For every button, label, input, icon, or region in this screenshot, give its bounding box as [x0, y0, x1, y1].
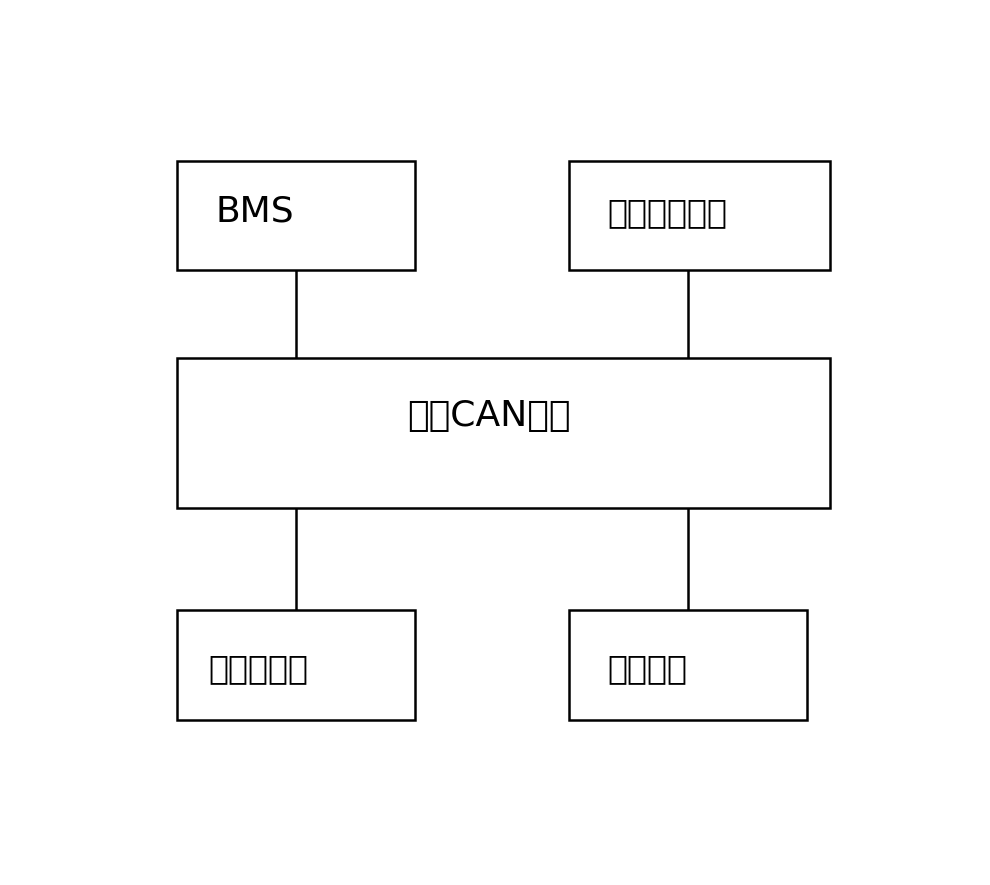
Text: 显示仪表: 显示仪表: [607, 652, 687, 685]
FancyBboxPatch shape: [177, 611, 416, 720]
Text: BMS: BMS: [216, 195, 294, 229]
Text: 整车控制器: 整车控制器: [208, 652, 308, 685]
FancyBboxPatch shape: [177, 358, 830, 508]
FancyBboxPatch shape: [568, 161, 830, 270]
Text: 整车CAN网络: 整车CAN网络: [408, 399, 571, 434]
FancyBboxPatch shape: [568, 611, 807, 720]
FancyBboxPatch shape: [177, 161, 416, 270]
Text: 氢系统控制器: 氢系统控制器: [607, 196, 727, 229]
